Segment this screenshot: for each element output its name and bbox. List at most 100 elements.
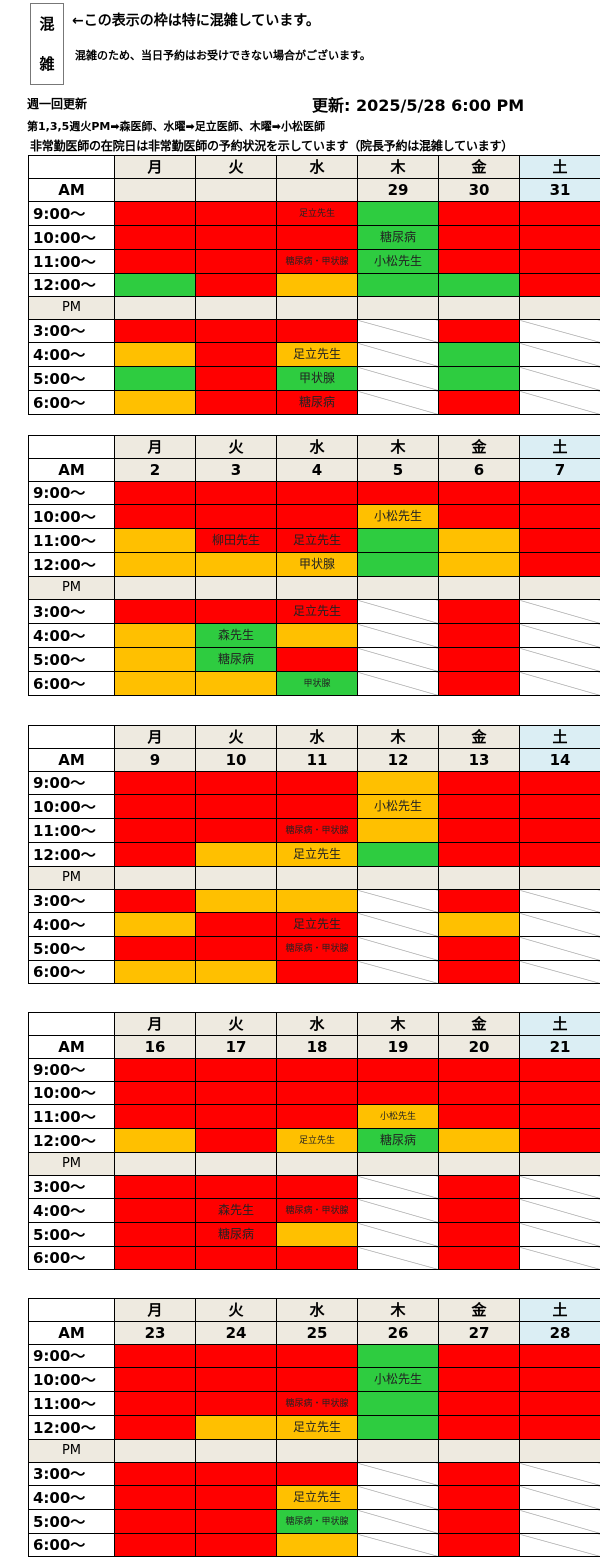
slot-cell[interactable] (276, 1058, 358, 1082)
slot-cell[interactable] (195, 1462, 277, 1486)
slot-cell[interactable] (114, 273, 196, 297)
slot-cell[interactable] (114, 599, 196, 624)
slot-cell[interactable] (276, 794, 358, 819)
slot-cell[interactable] (195, 818, 277, 843)
slot-cell[interactable]: 森先生 (195, 623, 277, 648)
slot-cell[interactable] (195, 889, 277, 913)
slot-cell[interactable]: 糖尿病 (357, 225, 439, 250)
slot-cell[interactable] (195, 319, 277, 343)
slot-cell[interactable] (114, 960, 196, 984)
slot-cell[interactable] (195, 794, 277, 819)
slot-cell[interactable] (114, 1175, 196, 1199)
slot-cell[interactable] (195, 273, 277, 297)
slot-cell[interactable] (438, 1533, 520, 1557)
slot-cell[interactable] (276, 1462, 358, 1486)
slot-cell[interactable] (357, 771, 439, 795)
slot-cell[interactable]: 足立先生 (276, 201, 358, 226)
slot-cell[interactable] (114, 647, 196, 672)
slot-cell[interactable] (114, 1367, 196, 1392)
slot-cell[interactable] (276, 1175, 358, 1199)
slot-cell[interactable] (114, 1509, 196, 1534)
slot-cell[interactable] (114, 1104, 196, 1129)
slot-cell[interactable] (276, 481, 358, 505)
slot-cell[interactable]: 小松先生 (357, 1367, 439, 1392)
slot-cell[interactable] (114, 623, 196, 648)
slot-cell[interactable] (519, 771, 600, 795)
slot-cell[interactable]: 甲状腺 (276, 366, 358, 391)
slot-cell[interactable] (276, 1081, 358, 1105)
slot-cell[interactable] (357, 273, 439, 297)
slot-cell[interactable]: 足立先生 (276, 1415, 358, 1440)
slot-cell[interactable] (276, 771, 358, 795)
slot-cell[interactable] (276, 1533, 358, 1557)
slot-cell[interactable] (438, 599, 520, 624)
slot-cell[interactable] (114, 794, 196, 819)
slot-cell[interactable] (114, 1058, 196, 1082)
slot-cell[interactable] (519, 552, 600, 577)
slot-cell[interactable] (519, 225, 600, 250)
slot-cell[interactable] (276, 1367, 358, 1392)
slot-cell[interactable] (438, 936, 520, 961)
slot-cell[interactable]: 森先生 (195, 1198, 277, 1223)
slot-cell[interactable] (357, 1415, 439, 1440)
slot-cell[interactable] (438, 319, 520, 343)
slot-cell[interactable] (357, 842, 439, 867)
slot-cell[interactable] (438, 1344, 520, 1368)
slot-cell[interactable] (519, 1128, 600, 1153)
slot-cell[interactable] (438, 1485, 520, 1510)
slot-cell[interactable] (195, 201, 277, 226)
slot-cell[interactable] (438, 1391, 520, 1416)
slot-cell[interactable]: 糖尿病 (195, 1222, 277, 1247)
slot-cell[interactable] (114, 842, 196, 867)
slot-cell[interactable] (195, 1175, 277, 1199)
slot-cell[interactable] (114, 390, 196, 415)
slot-cell[interactable] (195, 1509, 277, 1534)
slot-cell[interactable] (438, 960, 520, 984)
slot-cell[interactable] (114, 1462, 196, 1486)
slot-cell[interactable] (438, 1128, 520, 1153)
slot-cell[interactable]: 糖尿病 (357, 1128, 439, 1153)
slot-cell[interactable] (438, 1415, 520, 1440)
slot-cell[interactable] (276, 960, 358, 984)
slot-cell[interactable] (114, 671, 196, 696)
slot-cell[interactable] (195, 960, 277, 984)
slot-cell[interactable] (114, 771, 196, 795)
slot-cell[interactable]: 糖尿病・甲状腺 (276, 1509, 358, 1534)
slot-cell[interactable] (438, 623, 520, 648)
slot-cell[interactable] (276, 647, 358, 672)
slot-cell[interactable] (438, 671, 520, 696)
slot-cell[interactable]: 足立先生 (276, 842, 358, 867)
slot-cell[interactable] (114, 1246, 196, 1270)
slot-cell[interactable] (114, 225, 196, 250)
slot-cell[interactable]: 足立先生 (276, 1485, 358, 1510)
slot-cell[interactable] (276, 225, 358, 250)
slot-cell[interactable] (114, 1128, 196, 1153)
slot-cell[interactable] (357, 1058, 439, 1082)
slot-cell[interactable]: 糖尿病・甲状腺 (276, 1391, 358, 1416)
slot-cell[interactable] (195, 1344, 277, 1368)
slot-cell[interactable] (357, 1081, 439, 1105)
slot-cell[interactable] (276, 889, 358, 913)
slot-cell[interactable] (195, 912, 277, 937)
slot-cell[interactable] (438, 366, 520, 391)
slot-cell[interactable] (114, 366, 196, 391)
slot-cell[interactable]: 足立先生 (276, 342, 358, 367)
slot-cell[interactable]: 甲状腺 (276, 552, 358, 577)
slot-cell[interactable] (519, 528, 600, 553)
slot-cell[interactable] (114, 1415, 196, 1440)
slot-cell[interactable] (438, 889, 520, 913)
slot-cell[interactable]: 小松先生 (357, 504, 439, 529)
slot-cell[interactable] (114, 481, 196, 505)
slot-cell[interactable]: 小松先生 (357, 1104, 439, 1129)
slot-cell[interactable] (357, 1344, 439, 1368)
slot-cell[interactable] (438, 528, 520, 553)
slot-cell[interactable]: 足立先生 (276, 599, 358, 624)
slot-cell[interactable] (276, 1222, 358, 1247)
slot-cell[interactable] (438, 1509, 520, 1534)
slot-cell[interactable] (357, 1391, 439, 1416)
slot-cell[interactable] (438, 912, 520, 937)
slot-cell[interactable] (114, 912, 196, 937)
slot-cell[interactable] (114, 552, 196, 577)
slot-cell[interactable] (114, 342, 196, 367)
slot-cell[interactable] (276, 623, 358, 648)
